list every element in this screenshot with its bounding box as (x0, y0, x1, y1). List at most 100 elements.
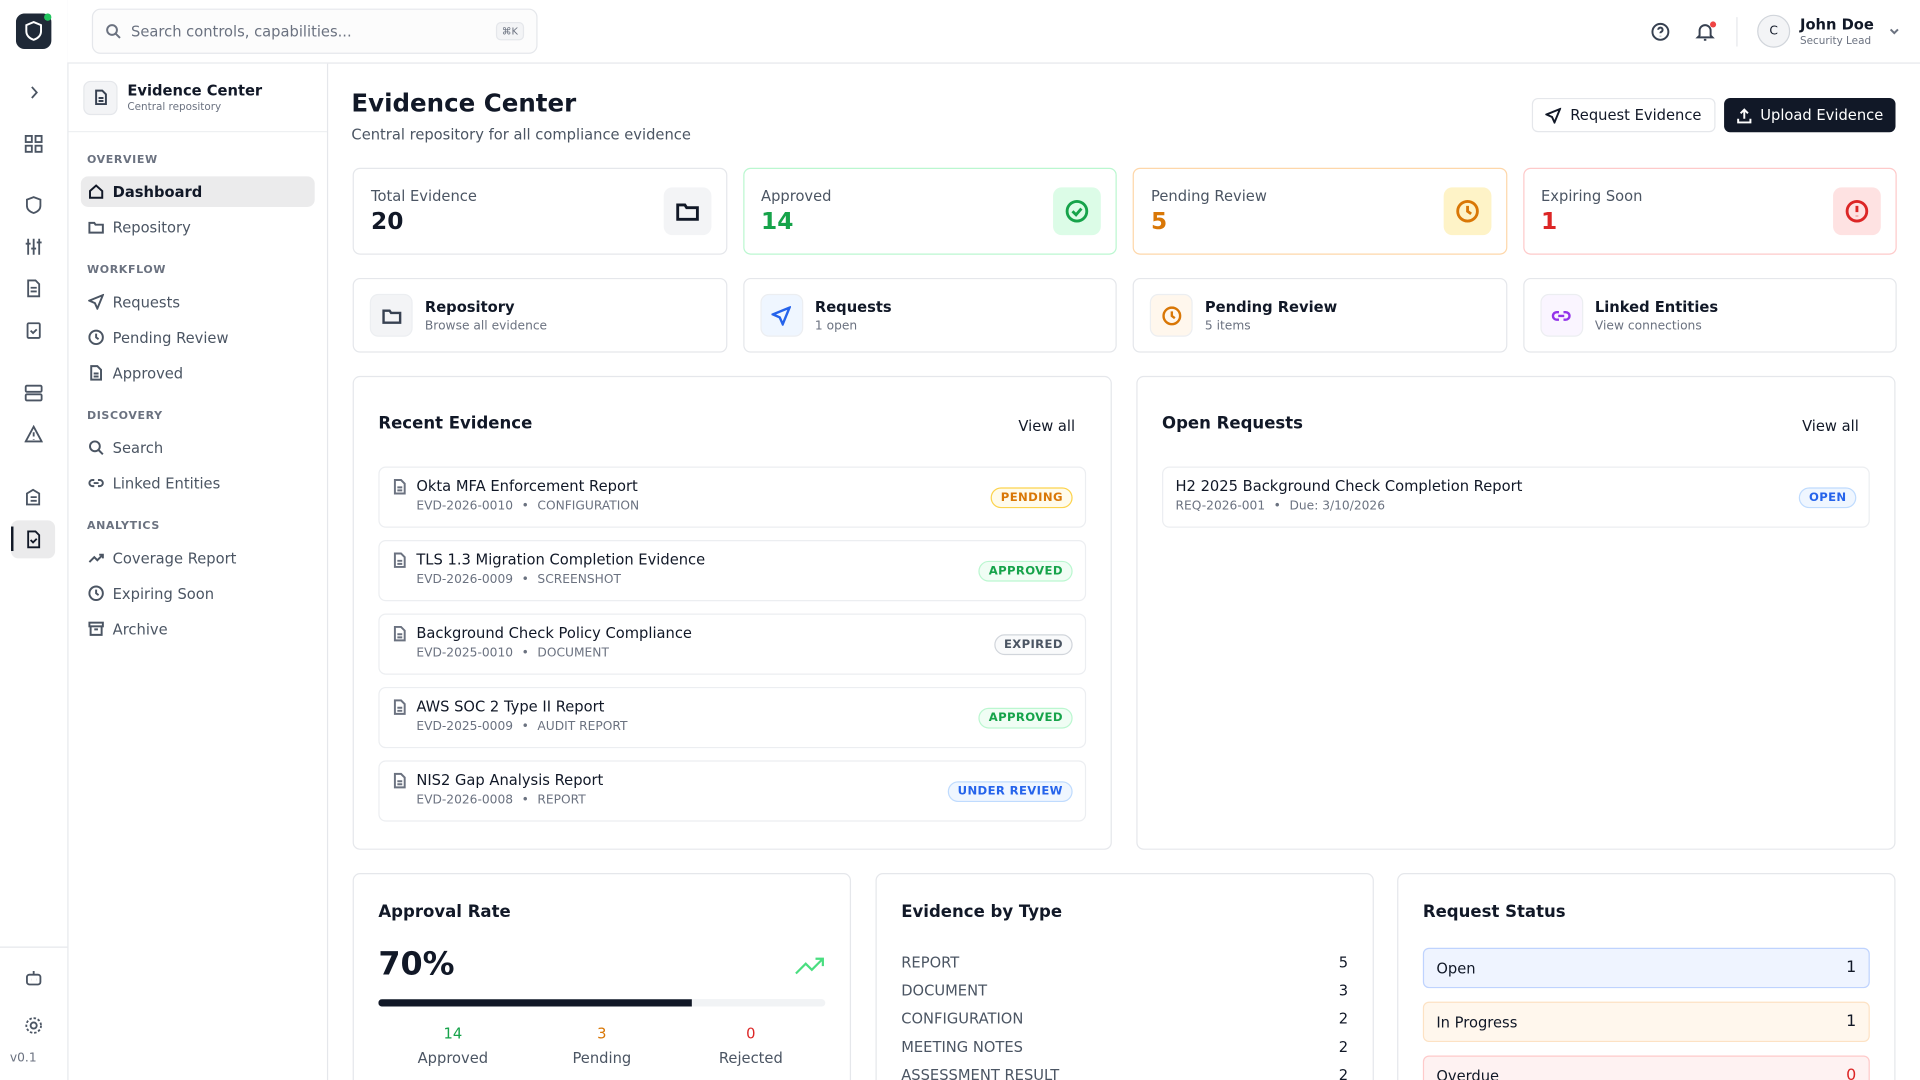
stat-value: 5 (1151, 208, 1168, 236)
nav-item[interactable]: Archive (81, 613, 315, 644)
shortcut-title: Repository (424, 298, 515, 316)
nav-icon[interactable] (24, 238, 42, 256)
notifications-icon[interactable] (1695, 21, 1717, 43)
page-header: Evidence Center Central repository for a… (351, 88, 690, 143)
stat-card: Approved 14 (742, 167, 1117, 255)
shortcut-text: Requests 1 open (815, 298, 892, 332)
status-count: 0 (1846, 1066, 1857, 1080)
bot-icon[interactable] (24, 970, 42, 988)
request-button[interactable]: Request Evidence (1532, 97, 1715, 133)
nav-item[interactable]: Dashboard (80, 176, 315, 207)
header-actions: Request Evidence Upload Evidence (1532, 97, 1896, 133)
nav-label: Approved (112, 364, 184, 382)
nav-icon[interactable] (24, 196, 42, 215)
shortcut-card[interactable]: Linked Entities View connections (1522, 277, 1897, 353)
version: v0.1 (9, 1051, 37, 1066)
count-value: 3 (597, 1024, 607, 1043)
type-row: MEETING NOTES 2 (901, 1032, 1348, 1060)
nav-label: Dashboard (112, 183, 203, 201)
status-badge: APPROVED (978, 560, 1073, 582)
separator: • (521, 573, 529, 587)
shortcut-card[interactable]: Pending Review 5 items (1132, 277, 1507, 353)
nav-icon[interactable] (24, 530, 42, 549)
sidebar-header: Evidence Center Central repository (68, 64, 327, 133)
shortcut-card[interactable]: Repository Browse all evidence (352, 277, 727, 353)
view-all[interactable]: View all (1802, 417, 1859, 435)
logo[interactable] (15, 13, 52, 49)
top-bar: Search controls, capabilities... ⌘K C Jo… (67, 0, 1920, 64)
nav-item[interactable]: Requests (81, 287, 315, 318)
item-title: Okta MFA Enforcement Report (416, 477, 638, 495)
list-item[interactable]: AWS SOC 2 Type II Report EVD-2025-0009 • AU… (378, 686, 1087, 749)
nav-icon[interactable] (24, 424, 43, 443)
count-value: 0 (746, 1024, 756, 1043)
shortcut-hint: ⌘K (495, 22, 525, 41)
approval-rate: 70% (378, 946, 455, 984)
search-box[interactable]: Search controls, capabilities... ⌘K (91, 8, 538, 54)
page-title: Evidence Center (351, 88, 577, 118)
page-subtitle: Central repository for all compliance ev… (351, 126, 691, 144)
nav-section-heading: OVERVIEW (86, 154, 158, 167)
nav-item[interactable]: Coverage Report (81, 542, 315, 573)
shortcut-text: Repository Browse all evidence (425, 298, 547, 332)
nav-icon[interactable] (24, 487, 42, 506)
stat-icon (1833, 187, 1881, 236)
stat-card: Pending Review 5 (1132, 167, 1507, 255)
approval-count: 0 Rejected (676, 1025, 825, 1067)
shortcut-icon (759, 293, 803, 337)
list-item[interactable]: TLS 1.3 Migration Completion Evidence EVD… (378, 540, 1087, 602)
nav-icon[interactable] (24, 383, 43, 402)
nav-item[interactable]: Expiring Soon (81, 578, 315, 609)
settings-icon[interactable] (24, 1016, 42, 1034)
list-item[interactable]: Background Check Policy Compliance EVD-20… (378, 613, 1087, 675)
chevron (1890, 28, 1900, 35)
item-id: EVD-2025-0009 (416, 720, 514, 734)
item-meta: EVD-2026-0009 • SCREENSHOT (392, 573, 1073, 586)
user-role: Security Lead (1800, 34, 1872, 48)
upload-button[interactable]: Upload Evidence (1723, 97, 1896, 133)
nav-icon[interactable] (24, 279, 42, 298)
expand[interactable] (24, 83, 42, 101)
nav-item[interactable]: Approved (81, 358, 315, 389)
status-label: Open (1436, 959, 1476, 977)
card-title: Request Status (1422, 902, 1566, 923)
type-row: REPORT 5 (901, 948, 1348, 976)
list-item[interactable]: NIS2 Gap Analysis Report EVD-2026-0008 • RE… (378, 760, 1087, 822)
stat-label: Pending Review (1151, 187, 1267, 205)
user-menu[interactable]: C John Doe Security Lead (1757, 14, 1901, 48)
help-icon[interactable] (1651, 22, 1671, 42)
nav-icon[interactable] (24, 321, 42, 339)
type-row: ASSESSMENT RESULT 2 (901, 1060, 1348, 1080)
type-name: MEETING NOTES (901, 1037, 1023, 1055)
list-item[interactable]: Okta MFA Enforcement Report EVD-2026-0010… (378, 466, 1087, 528)
status-label: In Progress (1436, 1013, 1518, 1031)
status-badge: EXPIRED (994, 634, 1073, 656)
nav-item[interactable]: Pending Review (81, 322, 315, 353)
shortcut-subtitle: Browse all evidence (424, 318, 548, 333)
separator: • (521, 720, 529, 734)
item-meta: EVD-2025-0010 • DOCUMENT (392, 647, 1073, 660)
view-all[interactable]: View all (1018, 417, 1076, 435)
stat-value: 14 (761, 208, 794, 236)
shortcut-card[interactable]: Requests 1 open (742, 277, 1117, 353)
type-row: CONFIGURATION 2 (901, 1004, 1348, 1032)
divider (0, 946, 68, 948)
shortcut-icon (1539, 293, 1583, 337)
item-meta-value: DOCUMENT (537, 646, 609, 661)
nav-icon[interactable] (24, 135, 43, 153)
type-count: 2 (1338, 1009, 1349, 1027)
list-item[interactable]: H2 2025 Background Check Completion Repo… (1162, 466, 1870, 528)
card-title: Evidence by Type (901, 902, 1063, 923)
type-name: CONFIGURATION (901, 1009, 1024, 1027)
shortcut-title: Linked Entities (1594, 298, 1719, 316)
active-rail-item[interactable] (11, 520, 56, 559)
stat-label: Approved (761, 187, 832, 205)
nav-item[interactable]: Linked Entities (81, 468, 315, 499)
stat-icon (1443, 187, 1491, 236)
nav-item[interactable]: Repository (81, 212, 315, 243)
nav-item[interactable]: Search (81, 432, 315, 463)
nav-section-heading: ANALYTICS (86, 520, 160, 533)
status-row: Overdue 0 (1422, 1055, 1870, 1080)
